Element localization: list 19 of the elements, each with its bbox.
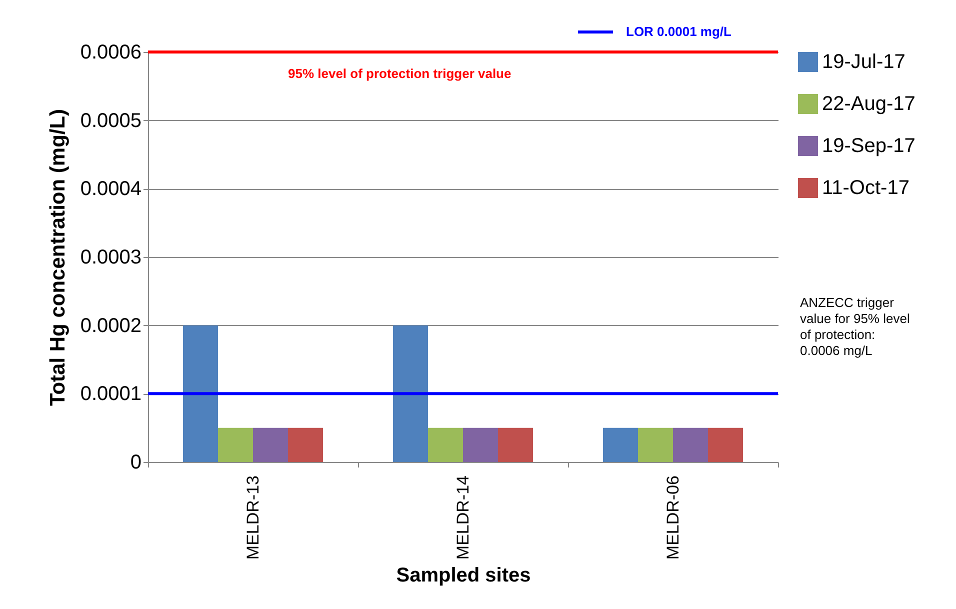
ref-line-label: 95% level of protection trigger value [288, 66, 512, 81]
y-tick-label: 0.0001 [80, 383, 142, 406]
legend-label: 22-Aug-17 [822, 93, 916, 115]
y-tick-label: 0.0005 [80, 110, 142, 132]
y-tick-label: 0.0003 [80, 246, 142, 268]
y-tick-label: 0.0002 [80, 314, 142, 337]
text: ANZECC trigger value for 95% level of protection: 0.0006 mg/L [800, 295, 910, 358]
y-axis-title: Total Hg concentration (mg/L) [46, 108, 70, 406]
x-tick-label: MELDR-14 [454, 476, 472, 560]
y-tick-label: 0.0006 [80, 42, 142, 64]
y-tick-label: 0.0004 [80, 178, 142, 200]
x-tick-label: MELDR-13 [244, 476, 262, 560]
legend-label: LOR 0.0001 mg/L [626, 24, 732, 39]
legend-label: 19-Sep-17 [822, 135, 916, 157]
legend-label: 19-Jul-17 [822, 51, 906, 73]
y-tick-label: 0 [130, 452, 142, 474]
x-axis-title: Sampled sites [396, 564, 531, 587]
x-tick-label: MELDR-06 [664, 476, 682, 560]
legend-label: 11-Oct-17 [822, 177, 910, 199]
